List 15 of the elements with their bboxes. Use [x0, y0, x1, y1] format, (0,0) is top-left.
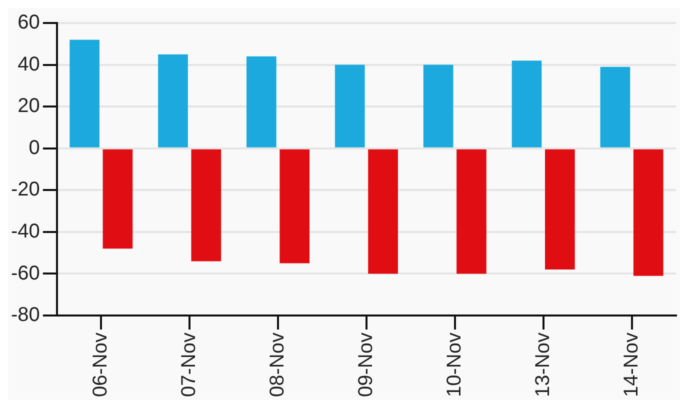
x-tick-label: 07-Nov — [178, 332, 200, 398]
y-tick-label: -80 — [11, 304, 40, 326]
x-tick-label: 14-Nov — [620, 332, 642, 398]
y-tick-label: 0 — [28, 136, 40, 159]
x-tick-label: 08-Nov — [266, 332, 289, 398]
y-tick-label: 20 — [18, 95, 40, 118]
x-tick-label: 10-Nov — [443, 332, 466, 398]
x-tick-label: 09-Nov — [354, 332, 377, 398]
x-tick-label: 13-Nov — [532, 332, 554, 398]
x-tick-label: 06-Nov — [90, 332, 112, 398]
y-tick-label: 40 — [18, 53, 40, 76]
y-tick-label: -20 — [11, 178, 40, 201]
y-tick-label: -60 — [11, 262, 40, 284]
y-tick-label: 60 — [18, 12, 40, 34]
y-tick-label: -40 — [11, 220, 40, 242]
